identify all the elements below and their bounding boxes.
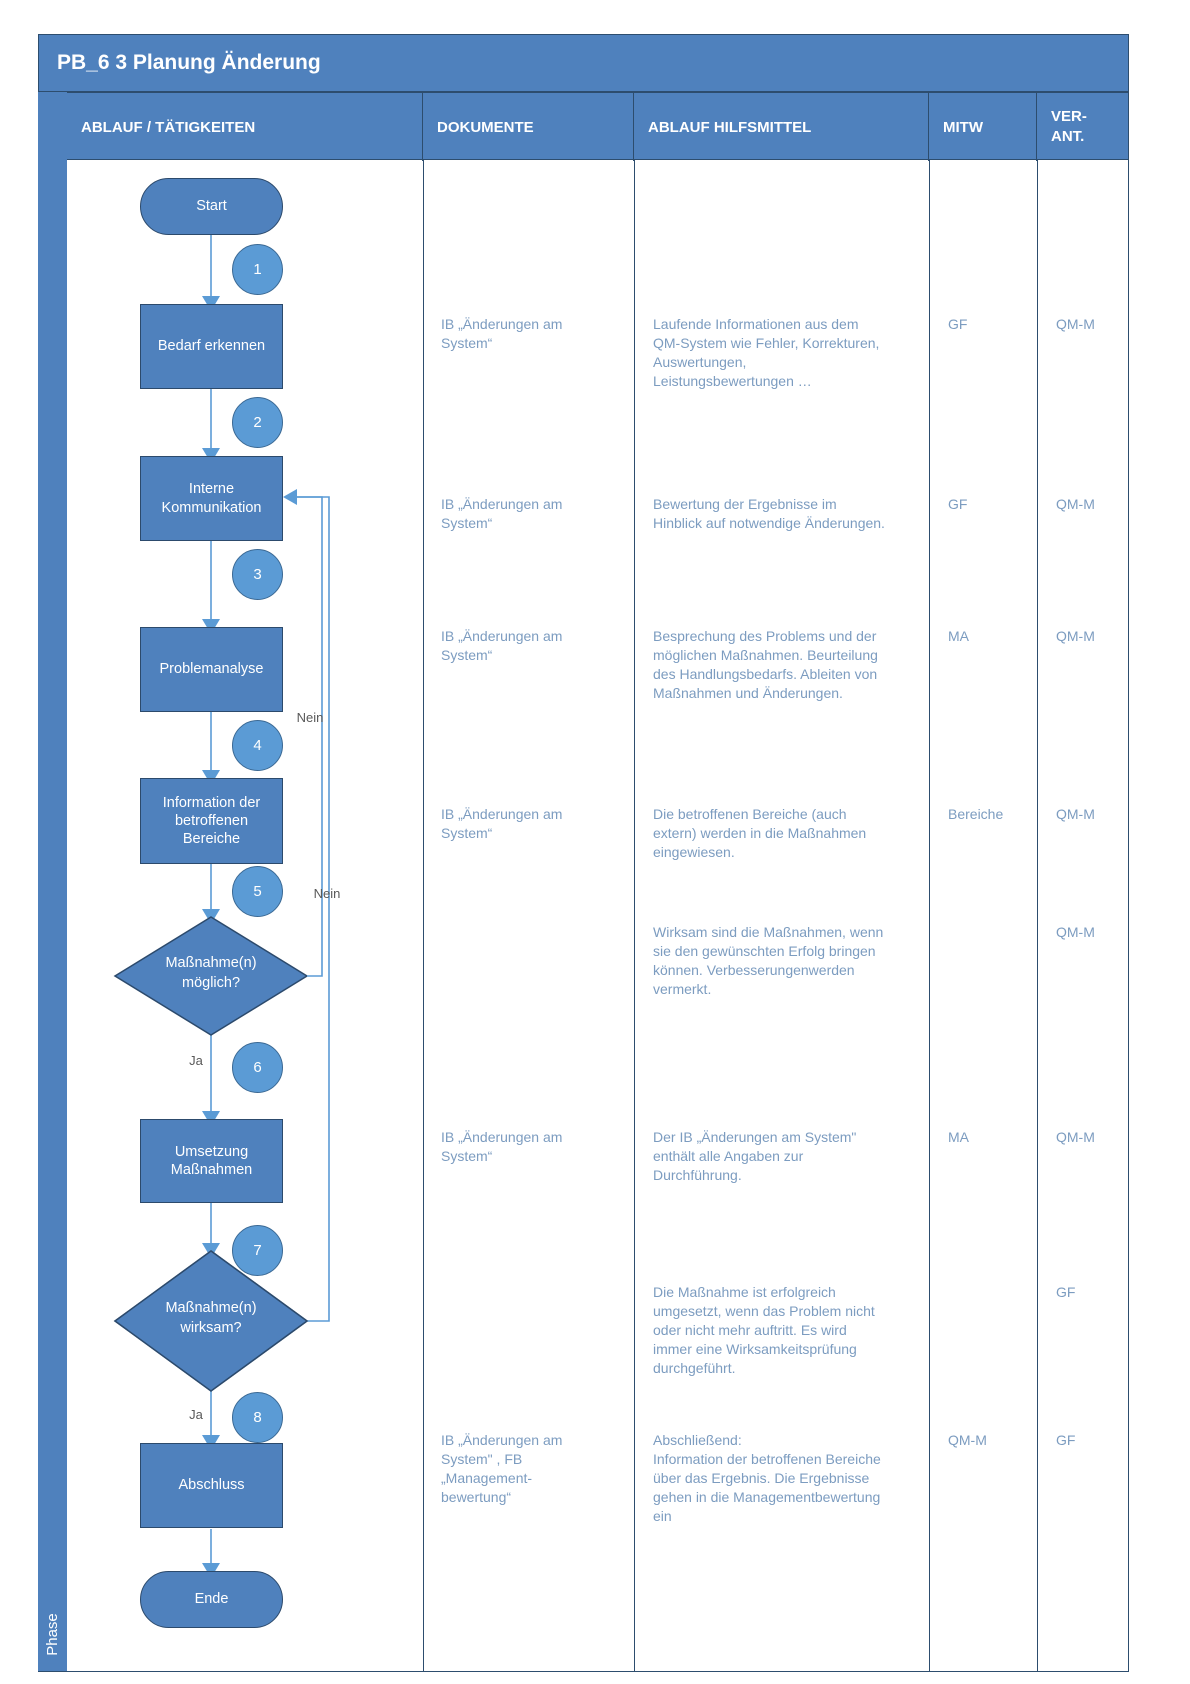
- svg-text:Maßnahme(n): Maßnahme(n): [165, 955, 256, 971]
- svg-text:Nein: Nein: [297, 710, 324, 725]
- svg-text:Nein: Nein: [314, 886, 341, 901]
- svg-text:möglich?: möglich?: [182, 975, 240, 991]
- svg-text:Ja: Ja: [189, 1407, 204, 1422]
- svg-text:wirksam?: wirksam?: [179, 1320, 241, 1336]
- svg-text:Ja: Ja: [189, 1053, 204, 1068]
- svg-text:Maßnahme(n): Maßnahme(n): [165, 1300, 256, 1316]
